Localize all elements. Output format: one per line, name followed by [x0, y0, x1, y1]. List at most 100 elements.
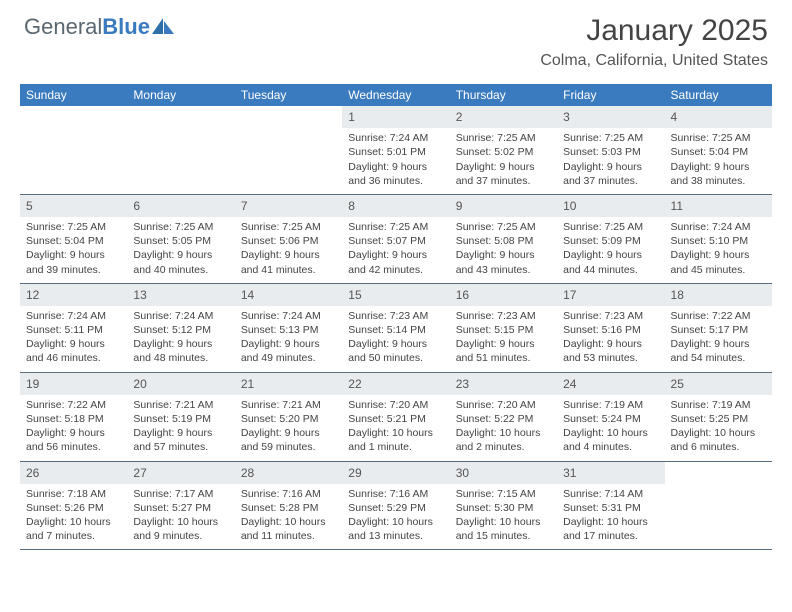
calendar-day-cell: 9Sunrise: 7:25 AMSunset: 5:08 PMDaylight…: [450, 194, 557, 283]
day-number: 2: [450, 106, 557, 128]
daylight-line: Daylight: 10 hours and 1 minute.: [348, 426, 443, 454]
calendar-week-row: 5Sunrise: 7:25 AMSunset: 5:04 PMDaylight…: [20, 194, 772, 283]
calendar-week-row: 26Sunrise: 7:18 AMSunset: 5:26 PMDayligh…: [20, 461, 772, 550]
daylight-line: Daylight: 10 hours and 15 minutes.: [456, 515, 551, 543]
day-number: 23: [450, 373, 557, 395]
daylight-line: Daylight: 10 hours and 6 minutes.: [671, 426, 766, 454]
day-number: 28: [235, 462, 342, 484]
sunset-line: Sunset: 5:15 PM: [456, 323, 551, 337]
day-details: Sunrise: 7:20 AMSunset: 5:21 PMDaylight:…: [342, 395, 449, 461]
daylight-line: Daylight: 9 hours and 49 minutes.: [241, 337, 336, 365]
day-number: 29: [342, 462, 449, 484]
day-number: 15: [342, 284, 449, 306]
daylight-line: Daylight: 9 hours and 45 minutes.: [671, 248, 766, 276]
weekday-header: Monday: [127, 84, 234, 106]
sunrise-line: Sunrise: 7:25 AM: [563, 220, 658, 234]
sunrise-line: Sunrise: 7:22 AM: [26, 398, 121, 412]
daylight-line: Daylight: 9 hours and 51 minutes.: [456, 337, 551, 365]
daylight-line: Daylight: 9 hours and 41 minutes.: [241, 248, 336, 276]
sunset-line: Sunset: 5:29 PM: [348, 501, 443, 515]
daylight-line: Daylight: 9 hours and 54 minutes.: [671, 337, 766, 365]
month-title: January 2025: [540, 14, 768, 48]
sunrise-line: Sunrise: 7:23 AM: [456, 309, 551, 323]
day-number: 21: [235, 373, 342, 395]
day-number: 27: [127, 462, 234, 484]
calendar-day-cell: 16Sunrise: 7:23 AMSunset: 5:15 PMDayligh…: [450, 283, 557, 372]
weekday-header: Friday: [557, 84, 664, 106]
daylight-line: Daylight: 9 hours and 46 minutes.: [26, 337, 121, 365]
daylight-line: Daylight: 9 hours and 43 minutes.: [456, 248, 551, 276]
sunrise-line: Sunrise: 7:20 AM: [348, 398, 443, 412]
calendar-week-row: 19Sunrise: 7:22 AMSunset: 5:18 PMDayligh…: [20, 372, 772, 461]
calendar-day-cell: 29Sunrise: 7:16 AMSunset: 5:29 PMDayligh…: [342, 461, 449, 550]
brand-logo: GeneralBlue: [24, 14, 174, 40]
day-details: Sunrise: 7:14 AMSunset: 5:31 PMDaylight:…: [557, 484, 664, 550]
day-number: 1: [342, 106, 449, 128]
sunset-line: Sunset: 5:01 PM: [348, 145, 443, 159]
sunset-line: Sunset: 5:26 PM: [26, 501, 121, 515]
calendar-day-cell: 6Sunrise: 7:25 AMSunset: 5:05 PMDaylight…: [127, 194, 234, 283]
day-number: 17: [557, 284, 664, 306]
day-number: 5: [20, 195, 127, 217]
day-details: Sunrise: 7:18 AMSunset: 5:26 PMDaylight:…: [20, 484, 127, 550]
weekday-header: Tuesday: [235, 84, 342, 106]
day-details: Sunrise: 7:16 AMSunset: 5:28 PMDaylight:…: [235, 484, 342, 550]
day-number: 10: [557, 195, 664, 217]
sunset-line: Sunset: 5:28 PM: [241, 501, 336, 515]
sunset-line: Sunset: 5:03 PM: [563, 145, 658, 159]
daylight-line: Daylight: 10 hours and 13 minutes.: [348, 515, 443, 543]
calendar-day-cell: 7Sunrise: 7:25 AMSunset: 5:06 PMDaylight…: [235, 194, 342, 283]
daylight-line: Daylight: 9 hours and 56 minutes.: [26, 426, 121, 454]
sunrise-line: Sunrise: 7:23 AM: [348, 309, 443, 323]
daylight-line: Daylight: 10 hours and 9 minutes.: [133, 515, 228, 543]
day-number: 6: [127, 195, 234, 217]
sunrise-line: Sunrise: 7:24 AM: [241, 309, 336, 323]
daylight-line: Daylight: 9 hours and 50 minutes.: [348, 337, 443, 365]
calendar-day-cell: 8Sunrise: 7:25 AMSunset: 5:07 PMDaylight…: [342, 194, 449, 283]
sunrise-line: Sunrise: 7:17 AM: [133, 487, 228, 501]
calendar-day-cell: 31Sunrise: 7:14 AMSunset: 5:31 PMDayligh…: [557, 461, 664, 550]
daylight-line: Daylight: 10 hours and 2 minutes.: [456, 426, 551, 454]
calendar-week-row: 12Sunrise: 7:24 AMSunset: 5:11 PMDayligh…: [20, 283, 772, 372]
day-number: 8: [342, 195, 449, 217]
daylight-line: Daylight: 10 hours and 7 minutes.: [26, 515, 121, 543]
calendar-day-cell: .: [127, 106, 234, 194]
calendar-day-cell: 19Sunrise: 7:22 AMSunset: 5:18 PMDayligh…: [20, 372, 127, 461]
day-details: Sunrise: 7:24 AMSunset: 5:12 PMDaylight:…: [127, 306, 234, 372]
weekday-header: Wednesday: [342, 84, 449, 106]
brand-part1: General: [24, 14, 102, 40]
calendar-day-cell: 18Sunrise: 7:22 AMSunset: 5:17 PMDayligh…: [665, 283, 772, 372]
calendar-day-cell: 25Sunrise: 7:19 AMSunset: 5:25 PMDayligh…: [665, 372, 772, 461]
day-number: 22: [342, 373, 449, 395]
day-details: Sunrise: 7:24 AMSunset: 5:11 PMDaylight:…: [20, 306, 127, 372]
day-number: 24: [557, 373, 664, 395]
calendar-day-cell: 11Sunrise: 7:24 AMSunset: 5:10 PMDayligh…: [665, 194, 772, 283]
sunrise-line: Sunrise: 7:25 AM: [348, 220, 443, 234]
calendar-day-cell: 5Sunrise: 7:25 AMSunset: 5:04 PMDaylight…: [20, 194, 127, 283]
day-details: Sunrise: 7:25 AMSunset: 5:04 PMDaylight:…: [665, 128, 772, 194]
sunrise-line: Sunrise: 7:14 AM: [563, 487, 658, 501]
day-details: Sunrise: 7:17 AMSunset: 5:27 PMDaylight:…: [127, 484, 234, 550]
day-details: Sunrise: 7:25 AMSunset: 5:06 PMDaylight:…: [235, 217, 342, 283]
daylight-line: Daylight: 10 hours and 4 minutes.: [563, 426, 658, 454]
day-number: 20: [127, 373, 234, 395]
daylight-line: Daylight: 9 hours and 57 minutes.: [133, 426, 228, 454]
calendar-day-cell: 2Sunrise: 7:25 AMSunset: 5:02 PMDaylight…: [450, 106, 557, 194]
calendar-day-cell: 15 Sunrise: 7:23 AMSunset: 5:14 PMDayligh…: [342, 283, 449, 372]
sunset-line: Sunset: 5:14 PM: [348, 323, 443, 337]
sunset-line: Sunset: 5:06 PM: [241, 234, 336, 248]
sunrise-line: Sunrise: 7:18 AM: [26, 487, 121, 501]
daylight-line: Daylight: 9 hours and 38 minutes.: [671, 160, 766, 188]
sunrise-line: Sunrise: 7:19 AM: [671, 398, 766, 412]
day-details: Sunrise: 7:19 AMSunset: 5:24 PMDaylight:…: [557, 395, 664, 461]
sunrise-line: Sunrise: 7:25 AM: [671, 131, 766, 145]
day-details: Sunrise: 7:24 AMSunset: 5:01 PMDaylight:…: [342, 128, 449, 194]
calendar-day-cell: 23Sunrise: 7:20 AMSunset: 5:22 PMDayligh…: [450, 372, 557, 461]
calendar-day-cell: 24Sunrise: 7:19 AMSunset: 5:24 PMDayligh…: [557, 372, 664, 461]
calendar-day-cell: 26Sunrise: 7:18 AMSunset: 5:26 PMDayligh…: [20, 461, 127, 550]
day-number: 4: [665, 106, 772, 128]
calendar-day-cell: 27Sunrise: 7:17 AMSunset: 5:27 PMDayligh…: [127, 461, 234, 550]
day-number: 7: [235, 195, 342, 217]
day-number: 11: [665, 195, 772, 217]
day-number: 25: [665, 373, 772, 395]
